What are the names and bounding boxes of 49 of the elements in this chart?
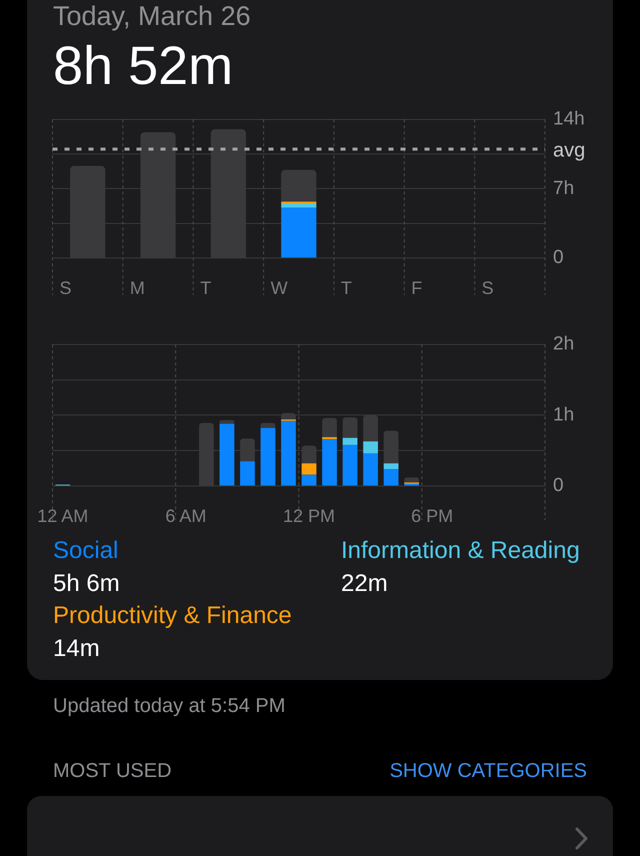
bar [363,453,378,486]
text: 22m [341,569,388,599]
bar [302,474,316,486]
ref-line-label: avg [553,140,586,162]
x-tick-label: M [130,278,145,298]
bar [363,441,378,454]
bar [322,418,337,438]
bar [342,444,358,486]
bar [260,422,276,428]
text: Information & Reading [341,536,580,566]
bar [384,469,398,486]
bar [220,424,234,486]
y-tick-label: 0 [553,475,564,496]
text: Social [53,536,118,566]
bar [281,208,316,258]
x-tick-label: W [270,278,288,298]
bar [342,438,358,445]
bar [342,417,358,438]
bar [322,439,337,486]
y-tick-label: 0 [553,247,564,268]
x-tick-label: S [482,278,494,298]
text: 5h 6m [53,569,120,599]
chart-title: Today, March 26 [53,0,251,33]
y-tick-label: 14h [553,108,585,130]
x-tick-label: 6 PM [411,506,454,526]
text: MOST USED [53,758,172,784]
bar [220,420,234,424]
bar [384,463,398,470]
text: Updated today at 5:54 PM [53,694,286,718]
bar [281,204,316,208]
x-tick-label: T [200,278,212,298]
y-tick-label: 7h [553,178,574,199]
bar [302,463,316,475]
chart-subtitle: 8h 52m [53,34,234,98]
x-tick-label: 6 AM [165,506,206,526]
x-tick-label: T [340,278,352,298]
text: 14m [53,634,100,664]
x-tick-label: F [411,278,422,298]
y-tick-label: 1h [553,404,574,426]
bar [404,478,419,482]
y-tick-label: 2h [553,334,574,355]
text: SHOW CATEGORIES [390,758,587,784]
x-tick-label: 12 PM [282,506,336,526]
x-tick-label: S [60,278,72,298]
bar [260,428,276,486]
bar [281,420,296,486]
text: Productivity & Finance [53,601,292,631]
x-tick-label: 12 AM [37,506,88,526]
bar [240,461,255,486]
